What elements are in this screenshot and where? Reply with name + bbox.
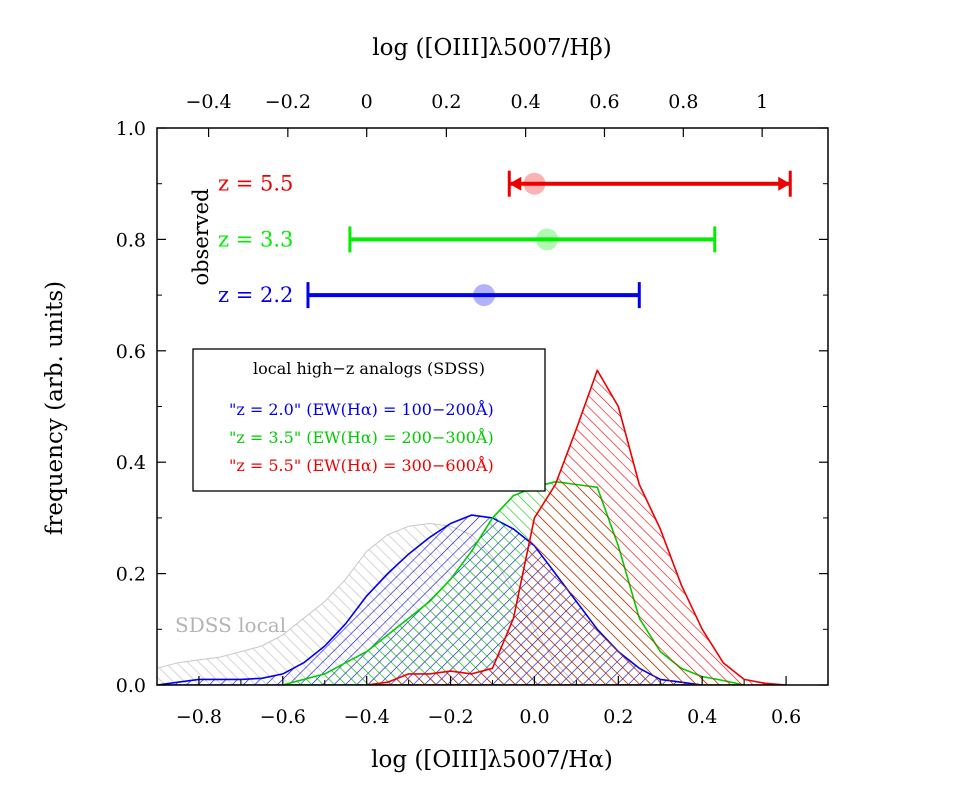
- legend: local high−z analogs (SDSS) "z = 2.0" (E…: [192, 348, 546, 492]
- range-arrow-left: [509, 176, 522, 191]
- observed-label-2: z = 2.2: [218, 283, 293, 307]
- y-axis-title: frequency (arb. units): [42, 281, 68, 535]
- observed-range-1: z = 3.3: [218, 226, 717, 253]
- x-tick-label: −0.2: [427, 706, 473, 728]
- x-axis-title: log ([OIII]λ5007/Hα): [371, 747, 613, 773]
- x-tick-label: 0.6: [771, 706, 801, 728]
- observed-point: [523, 172, 546, 195]
- observed-range-2: z = 2.2: [218, 282, 641, 309]
- x-top-tick-label: 0.4: [511, 91, 541, 113]
- x-top-axis-title: log ([OIII]λ5007/Hβ): [372, 35, 611, 61]
- sdss-local-label: SDSS local: [175, 613, 286, 637]
- legend-entry-z35: "z = 3.5" (EW(Hα) = 200−300Å): [229, 427, 494, 447]
- legend-entry-z55: "z = 5.5" (EW(Hα) = 300−600Å): [229, 455, 494, 475]
- y-tick-label: 0.4: [116, 452, 146, 474]
- x-tick-label: −0.4: [344, 706, 390, 728]
- observed-ranges: z = 5.5 z = 3.3 z = 2.2: [218, 170, 792, 309]
- x-top-tick-label: 0.8: [668, 91, 698, 113]
- x-tick-label: 0.0: [519, 706, 549, 728]
- y-tick-label: 0.0: [116, 675, 146, 697]
- x-top-tick-label: 1: [756, 91, 768, 113]
- z55-area: [365, 369, 787, 685]
- x-tick-label: 0.4: [687, 706, 717, 728]
- x-tick-label: 0.2: [603, 706, 633, 728]
- y-tick-label: 0.2: [116, 564, 146, 586]
- x-tick-label: −0.6: [260, 706, 306, 728]
- observed-point: [536, 228, 559, 251]
- observed-label-1: z = 3.3: [218, 227, 293, 251]
- axis-ticks: −0.8 −0.6 −0.4 −0.2 0.0 0.2 0.4 0.6 −0.4 −0.2 0 0.2…: [116, 91, 828, 728]
- observed-label-0: z = 5.5: [218, 172, 293, 196]
- legend-title: local high−z analogs (SDSS): [253, 359, 485, 378]
- y-tick-label: 0.8: [116, 229, 146, 251]
- legend-box: [192, 348, 546, 492]
- x-top-tick-label: 0.2: [431, 91, 461, 113]
- legend-entry-z2: "z = 2.0" (EW(Hα) = 100−200Å): [229, 399, 494, 419]
- x-top-tick-label: −0.4: [186, 91, 232, 113]
- y-tick-label: 0.6: [116, 341, 146, 363]
- x-tick-label: −0.8: [176, 706, 222, 728]
- x-top-tick-label: 0.6: [589, 91, 619, 113]
- x-top-tick-label: 0: [361, 91, 373, 113]
- x-top-tick-label: −0.2: [265, 91, 311, 113]
- observed-label: observed: [189, 188, 213, 285]
- observed-point: [473, 284, 496, 307]
- observed-range-0: z = 5.5: [218, 170, 792, 197]
- range-arrow-right: [778, 176, 791, 191]
- y-tick-label: 1.0: [116, 118, 146, 140]
